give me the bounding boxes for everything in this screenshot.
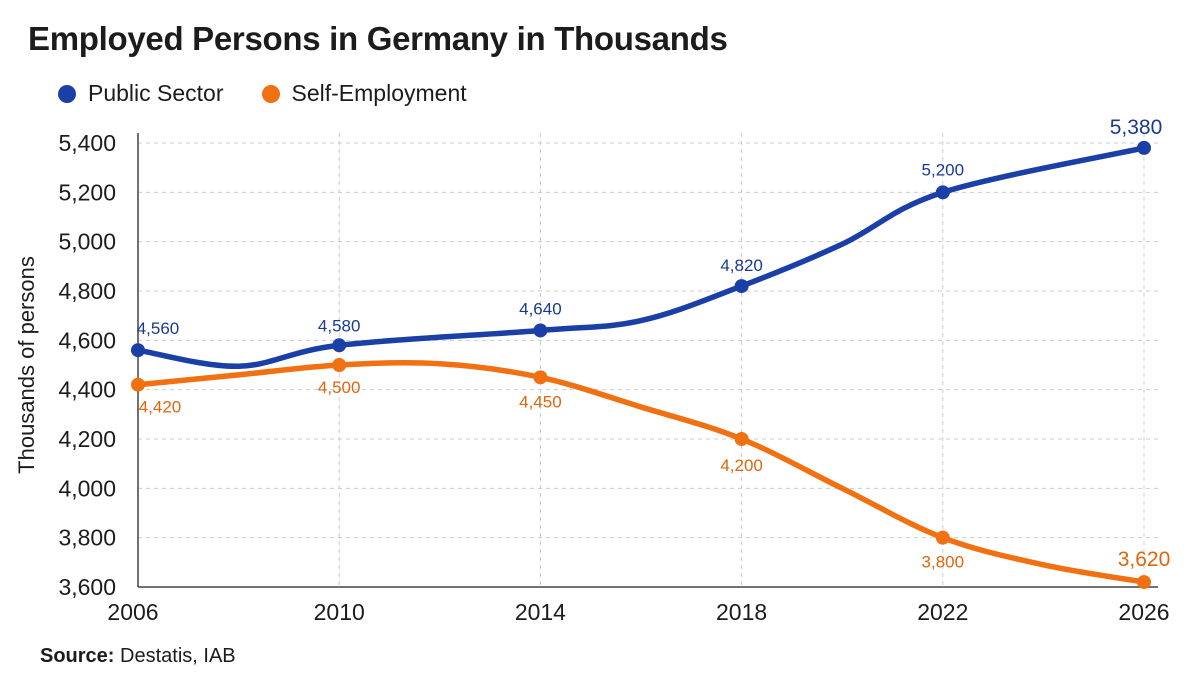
legend-item-public-sector: Public Sector: [58, 80, 224, 107]
y-tick-label: 5,400: [58, 130, 116, 156]
legend-marker-public-sector: [58, 84, 76, 103]
data-label-self-employment: 4,420: [139, 398, 182, 417]
data-points: [131, 140, 1151, 590]
legend-item-self-employment: Self-Employment: [261, 80, 467, 107]
point-self-employment: [533, 370, 548, 385]
data-label-public-sector: 5,200: [922, 160, 965, 179]
axes: 3,600 3,800 4,000 4,200 4,400 4,600 4,800 5,000…: [14, 130, 1170, 625]
y-axis-title: Thousands of persons: [14, 256, 39, 474]
y-tick-label: 3,800: [58, 525, 116, 551]
data-label-self-employment: 4,200: [720, 456, 763, 475]
source-note: Source: Destatis, IAB: [40, 645, 236, 668]
data-label-self-employment: 4,450: [519, 392, 562, 411]
y-tick-label: 3,600: [58, 574, 116, 600]
gridlines: [138, 133, 1158, 587]
x-tick-label: 2018: [716, 599, 767, 625]
y-tick-label: 4,200: [58, 426, 116, 452]
point-self-employment: [332, 358, 347, 372]
x-tick-label: 2006: [107, 599, 158, 625]
legend-label-self-employment: Self-Employment: [291, 80, 467, 106]
point-public-sector: [131, 343, 145, 358]
point-public-sector: [1137, 140, 1151, 155]
data-label-public-sector: 4,560: [137, 319, 180, 338]
data-label-public-sector: 4,580: [318, 316, 361, 335]
point-public-sector: [533, 323, 548, 338]
line-self-employment: [135, 360, 1147, 585]
y-tick-label: 4,800: [58, 278, 116, 304]
y-tick-label: 5,200: [58, 179, 116, 205]
point-public-sector: [935, 185, 950, 200]
y-tick-label: 4,000: [58, 475, 116, 501]
y-tick-label: 4,400: [58, 377, 116, 403]
series-lines: [135, 145, 1147, 585]
y-tick-label: 4,600: [58, 327, 116, 353]
line-public-sector: [135, 145, 1147, 369]
x-tick-label: 2014: [515, 599, 566, 625]
data-label-self-employment: 3,620: [1118, 548, 1171, 571]
source-label: Source:: [40, 645, 115, 667]
data-label-public-sector: 4,820: [720, 256, 763, 275]
x-tick-label: 2026: [1118, 599, 1169, 625]
source-text: Destatis, IAB: [120, 645, 236, 667]
point-public-sector: [734, 279, 749, 294]
data-label-public-sector: 5,380: [1110, 116, 1163, 139]
point-self-employment: [131, 377, 145, 392]
y-tick-label: 5,000: [58, 229, 116, 255]
data-label-self-employment: 4,500: [318, 378, 361, 397]
chart-title: Employed Persons in Germany in Thousands: [28, 20, 728, 57]
point-self-employment: [1137, 575, 1151, 590]
data-label-public-sector: 4,640: [519, 299, 562, 318]
legend-label-public-sector: Public Sector: [88, 80, 224, 106]
legend-marker-self-employment: [261, 84, 280, 103]
point-public-sector: [332, 338, 347, 353]
legend: Public Sector Self-Employment: [58, 80, 505, 107]
point-self-employment: [734, 432, 749, 446]
data-labels: 4,560 4,580 4,640 4,820 5,200 5,380 4,420 4,500…: [137, 116, 1171, 572]
point-self-employment: [935, 530, 950, 545]
data-label-self-employment: 3,800: [922, 553, 965, 572]
x-tick-label: 2022: [917, 599, 968, 625]
x-tick-label: 2010: [314, 599, 365, 625]
